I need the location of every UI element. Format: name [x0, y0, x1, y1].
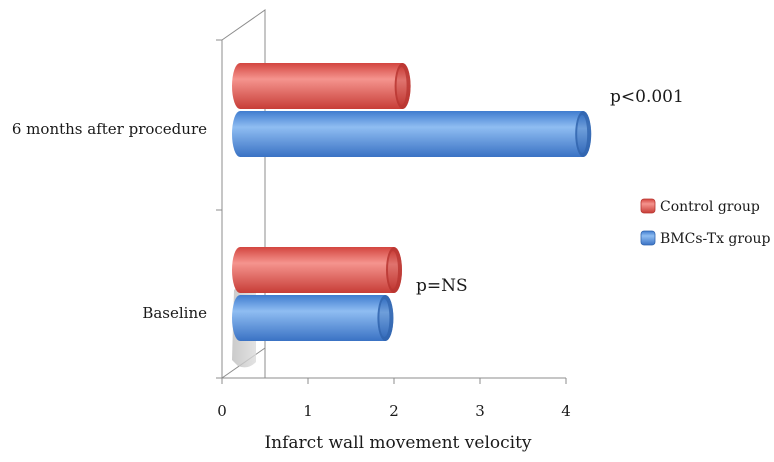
legend-label: BMCs-Tx group — [660, 231, 771, 247]
legend: Control group BMCs-Tx group — [640, 198, 771, 247]
annotations: p<0.001 p=NS — [416, 87, 684, 296]
x-tick-label: 3 — [475, 402, 485, 420]
category-label: Baseline — [142, 304, 207, 322]
x-axis-label: Infarct wall movement velocity — [264, 433, 531, 453]
category-label: 6 months after procedure — [12, 120, 207, 138]
legend-label: Control group — [660, 199, 760, 215]
bar — [232, 295, 394, 341]
legend-swatch — [640, 230, 656, 246]
legend-swatch — [640, 198, 656, 214]
x-tick-label: 2 — [389, 402, 399, 420]
p-value-annotation: p<0.001 — [610, 87, 684, 107]
bar — [232, 247, 402, 293]
x-tick-label: 4 — [561, 402, 571, 420]
p-value-annotation: p=NS — [416, 276, 468, 296]
x-ticks: 0 1 2 3 4 — [217, 378, 571, 420]
bars — [232, 63, 592, 341]
bar — [232, 111, 592, 157]
x-tick-label: 1 — [303, 402, 313, 420]
category-labels: Baseline 6 months after procedure — [12, 120, 207, 322]
legend-item: Control group — [640, 198, 760, 215]
legend-item: BMCs-Tx group — [640, 230, 771, 247]
x-tick-label: 0 — [217, 402, 227, 420]
bar — [232, 63, 411, 109]
